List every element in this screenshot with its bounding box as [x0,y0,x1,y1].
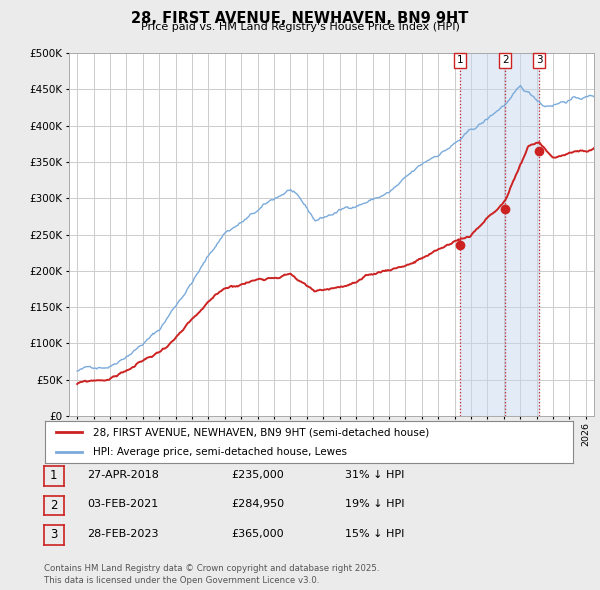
Bar [460,53,505,416]
Text: 28, FIRST AVENUE, NEWHAVEN, BN9 9HT (semi-detached house): 28, FIRST AVENUE, NEWHAVEN, BN9 9HT (sem… [92,427,429,437]
Text: 31% ↓ HPI: 31% ↓ HPI [345,470,404,480]
Text: 1: 1 [457,55,463,65]
Text: 28, FIRST AVENUE, NEWHAVEN, BN9 9HT: 28, FIRST AVENUE, NEWHAVEN, BN9 9HT [131,11,469,25]
Text: 15% ↓ HPI: 15% ↓ HPI [345,529,404,539]
Text: 3: 3 [536,55,542,65]
Text: 2: 2 [50,499,58,512]
Bar [505,53,539,416]
Text: HPI: Average price, semi-detached house, Lewes: HPI: Average price, semi-detached house,… [92,447,347,457]
Text: Contains HM Land Registry data © Crown copyright and database right 2025.
This d: Contains HM Land Registry data © Crown c… [44,564,379,585]
Text: £365,000: £365,000 [231,529,284,539]
Text: 28-FEB-2023: 28-FEB-2023 [87,529,158,539]
Text: 2: 2 [502,55,509,65]
Text: 03-FEB-2021: 03-FEB-2021 [87,500,158,509]
Text: 19% ↓ HPI: 19% ↓ HPI [345,500,404,509]
Text: 3: 3 [50,528,58,542]
Text: £284,950: £284,950 [231,500,284,509]
Text: Price paid vs. HM Land Registry's House Price Index (HPI): Price paid vs. HM Land Registry's House … [140,22,460,32]
Text: 1: 1 [50,469,58,483]
Text: £235,000: £235,000 [231,470,284,480]
Text: 27-APR-2018: 27-APR-2018 [87,470,159,480]
